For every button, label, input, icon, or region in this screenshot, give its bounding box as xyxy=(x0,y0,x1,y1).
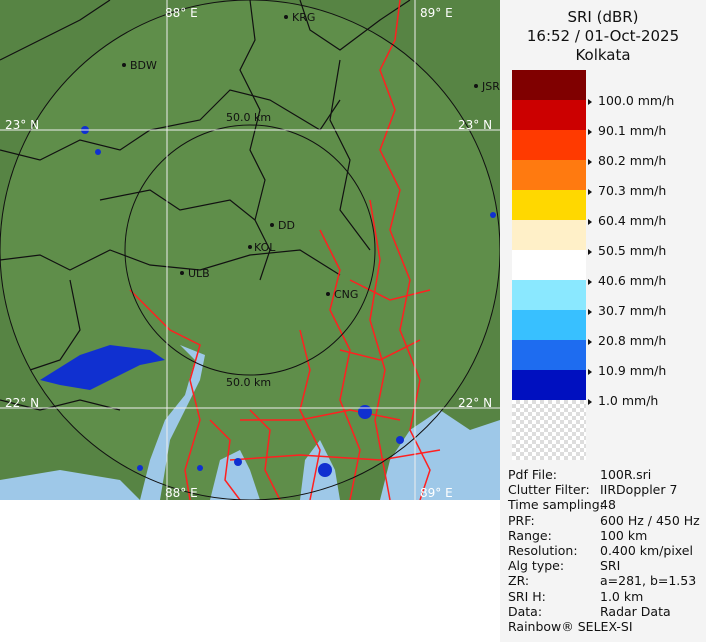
legend-label: 90.1 mm/h xyxy=(588,123,666,138)
info-key: Alg type: xyxy=(508,558,565,574)
info-key: Data: xyxy=(508,603,543,619)
lat-label-left-top: 23° N xyxy=(5,118,39,132)
city-ulb: ULB xyxy=(188,267,210,280)
legend-swatch xyxy=(512,190,586,220)
info-key: PRF: xyxy=(508,512,535,528)
legend-label: 60.4 mm/h xyxy=(588,213,666,228)
info-row: Range: 100 km xyxy=(508,528,647,543)
info-key: Resolution: xyxy=(508,543,578,558)
lat-label-right-bottom: 22° N xyxy=(458,396,492,410)
borders xyxy=(0,0,411,411)
sea xyxy=(0,345,500,500)
city-dd: DD xyxy=(278,219,295,232)
info-value: 600 Hz / 450 Hz xyxy=(600,512,700,528)
ring-label-top: 50.0 km xyxy=(226,111,271,124)
site-name: Kolkata xyxy=(575,46,631,64)
legend-label: 20.8 mm/h xyxy=(588,333,666,348)
legend-label: 50.5 mm/h xyxy=(588,243,666,258)
city-cng: CNG xyxy=(334,288,358,301)
lat-label-left-bottom: 22° N xyxy=(5,396,39,410)
legend-swatch xyxy=(512,250,586,280)
info-row: PRF: 600 Hz / 450 Hz xyxy=(508,513,700,528)
city-krg: KRG xyxy=(292,11,315,24)
timestamp: 16:52 / 01-Oct-2025 xyxy=(526,27,680,45)
legend-label: 30.7 mm/h xyxy=(588,303,666,318)
legend-label: 70.3 mm/h xyxy=(588,183,666,198)
info-key: SRI H: xyxy=(508,588,546,604)
city-bdw: BDW xyxy=(130,59,157,72)
info-value: 48 xyxy=(600,497,616,513)
legend-label: 80.2 mm/h xyxy=(588,153,666,168)
city-kol: KOL xyxy=(254,241,276,254)
info-key: Pdf File: xyxy=(508,467,557,482)
lon-label-top-right: 89° E xyxy=(420,6,453,20)
legend-swatch xyxy=(512,280,586,310)
city-jsr: JSR xyxy=(481,80,500,93)
legend-label: 40.6 mm/h xyxy=(588,273,666,288)
info-value: SRI xyxy=(600,558,621,574)
legend-swatch xyxy=(512,370,586,400)
info-value: 100 km xyxy=(600,527,648,543)
info-key: ZR: xyxy=(508,573,530,589)
legend-label: 10.9 mm/h xyxy=(588,363,666,378)
lat-lon-grid xyxy=(0,0,500,500)
lon-label-bottom-left: 88° E xyxy=(165,486,198,500)
legend-label: 1.0 mm/h xyxy=(588,393,658,408)
info-key: Range: xyxy=(508,527,552,543)
legend-swatch xyxy=(512,340,586,370)
info-row: Data: Radar Data xyxy=(508,604,671,619)
info-value: a=281, b=1.53 xyxy=(600,573,697,589)
legend-label: 100.0 mm/h xyxy=(588,93,674,108)
cities: KRG BDW JSR DD KOL ULB CNG xyxy=(122,11,500,301)
info-key: Time sampling: xyxy=(508,497,604,513)
legend-swatch xyxy=(512,100,586,130)
legend-swatch xyxy=(512,310,586,340)
info-value: 0.400 km/pixel xyxy=(600,543,693,558)
info-value: 100R.sri xyxy=(600,467,652,482)
info-row: SRI H: 1.0 km xyxy=(508,589,643,604)
info-row: Pdf File: 100R.sri xyxy=(508,467,651,482)
footer-brand: Rainbow® SELEX-SI xyxy=(508,619,633,634)
lon-label-bottom-right: 89° E xyxy=(420,486,453,500)
info-value: IIRDoppler 7 xyxy=(600,482,678,498)
info-row: ZR: a=281, b=1.53 xyxy=(508,573,696,588)
info-row: Clutter Filter: IIRDoppler 7 xyxy=(508,482,677,497)
no-data-swatch xyxy=(512,400,586,460)
info-key: Clutter Filter: xyxy=(508,482,590,498)
product-title: SRI (dBR) xyxy=(567,8,639,26)
info-row: Resolution: 0.400 km/pixel xyxy=(508,543,693,558)
lat-label-right-top: 23° N xyxy=(458,118,492,132)
info-row: Time sampling:48 xyxy=(508,497,616,512)
range-area xyxy=(0,0,500,500)
info-value: Radar Data xyxy=(600,603,671,619)
lon-label-top-left: 88° E xyxy=(165,6,198,20)
legend-swatch xyxy=(512,130,586,160)
info-row: Alg type: SRI xyxy=(508,558,620,573)
radar-map: 88° E 89° E 88° E 89° E 23° N 23° N 22° … xyxy=(0,0,500,500)
legend-panel: SRI (dBR) 16:52 / 01-Oct-2025 Kolkata 10… xyxy=(500,0,706,642)
legend-swatch xyxy=(512,70,586,100)
rivers xyxy=(129,0,441,500)
legend-swatch xyxy=(512,220,586,250)
ring-label-bottom: 50.0 km xyxy=(226,376,271,389)
info-value: 1.0 km xyxy=(600,588,644,604)
range-ring-50km xyxy=(124,124,376,376)
legend-swatch xyxy=(512,160,586,190)
